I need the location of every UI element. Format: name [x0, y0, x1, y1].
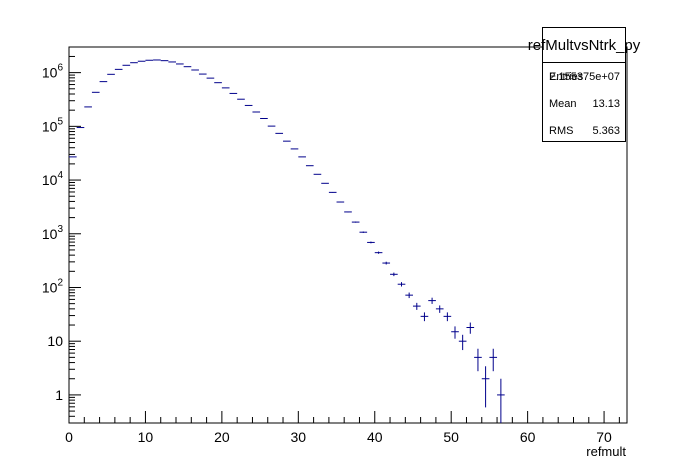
stats-row-mean: Mean 13.13 [543, 90, 625, 117]
x-tick-label: 70 [596, 429, 612, 445]
histogram-bin [474, 348, 482, 372]
stats-mean-label: Mean [549, 98, 577, 110]
stats-box: refMultvsNtrk_py Entries 2.155375e+07 Me… [528, 27, 640, 144]
plot-frame [68, 46, 628, 424]
histogram-bin [374, 251, 383, 254]
y-axis-ticks: 1 10 102 103 104 105 106 [42, 46, 81, 424]
histogram-bin [344, 211, 352, 213]
stats-title: refMultvsNtrk_py [528, 28, 640, 63]
histogram-bin [481, 366, 490, 408]
y-tick-label: 103 [42, 224, 64, 242]
histogram-bin [397, 282, 406, 287]
stats-mean-value: 13.13 [592, 98, 620, 110]
histogram-bin [405, 292, 413, 299]
histogram-bin [390, 272, 398, 277]
histogram-bins [69, 59, 505, 423]
x-tick-label: 20 [214, 429, 230, 445]
histogram-bin [412, 302, 421, 310]
histogram-bin [428, 297, 436, 304]
histogram-bin [336, 201, 345, 203]
histogram-bin [489, 348, 498, 372]
histogram-bin [420, 312, 429, 322]
stats-entries-value: 2.155375e+07 [549, 71, 620, 83]
stats-entries-label: Entries [549, 71, 584, 83]
histogram-bin [451, 326, 459, 339]
histogram-bin [359, 231, 368, 233]
histogram-bin [382, 261, 391, 265]
histogram-bin [443, 312, 452, 322]
y-tick-label: 106 [42, 63, 64, 81]
histogram-bin [497, 378, 505, 423]
x-tick-label: 10 [138, 429, 154, 445]
y-tick-label: 102 [42, 277, 64, 295]
y-tick-label: 104 [42, 170, 64, 188]
stats-rms-label: RMS [549, 125, 574, 137]
x-axis-ticks: 0 10 20 30 40 50 60 70 [65, 411, 620, 445]
histogram-bin [458, 334, 467, 351]
x-axis-label: refmult [586, 444, 626, 459]
histogram-bin [466, 322, 475, 334]
histogram-bin [328, 191, 337, 193]
y-tick-label: 105 [42, 116, 64, 134]
histogram-bin [367, 241, 375, 244]
x-tick-label: 0 [65, 429, 73, 445]
histogram-bin [351, 221, 360, 223]
stats-row-entries: Entries 2.155375e+07 [543, 63, 625, 90]
y-tick-label: 10 [47, 333, 63, 349]
stats-rms-value: 5.363 [592, 125, 620, 137]
x-tick-label: 50 [443, 429, 459, 445]
stats-row-rms: RMS 5.363 [543, 117, 625, 144]
histogram-bin [435, 305, 444, 313]
x-tick-label: 30 [291, 429, 307, 445]
x-tick-label: 40 [367, 429, 383, 445]
y-tick-label: 1 [55, 387, 63, 403]
x-tick-label: 60 [520, 429, 536, 445]
